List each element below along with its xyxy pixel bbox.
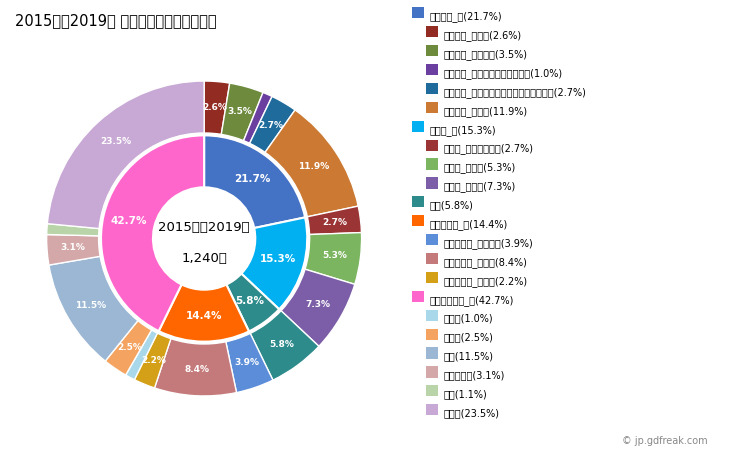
Text: 11.9%: 11.9% [298,162,330,171]
Text: 23.5%: 23.5% [100,137,131,146]
Wedge shape [204,135,305,228]
Text: 1,240人: 1,240人 [182,252,227,266]
Text: 42.7%: 42.7% [111,216,147,226]
Text: 悪性腫瘍_気管がん・気管支がん・肺がん(2.7%): 悪性腫瘍_気管がん・気管支がん・肺がん(2.7%) [444,87,587,98]
Text: 2015年～2019年 白石市の女性の死因構成: 2015年～2019年 白石市の女性の死因構成 [15,14,217,28]
Text: その他の死因_計(42.7%): その他の死因_計(42.7%) [429,295,514,306]
Text: © jp.gdfreak.com: © jp.gdfreak.com [622,436,707,446]
Text: 悪性腫瘍_その他(11.9%): 悪性腫瘍_その他(11.9%) [444,106,528,117]
Text: 2.7%: 2.7% [322,218,347,227]
Wedge shape [159,284,249,342]
Text: 2015年～2019年: 2015年～2019年 [158,221,250,234]
Wedge shape [47,224,99,236]
Text: 肺炎(5.8%): 肺炎(5.8%) [429,200,473,210]
Wedge shape [243,92,272,143]
Text: 心疾患_計(15.3%): 心疾患_計(15.3%) [429,125,496,135]
Text: 悪性腫瘍_計(21.7%): 悪性腫瘍_計(21.7%) [429,11,502,22]
Wedge shape [155,339,236,396]
Wedge shape [308,206,362,234]
Wedge shape [47,81,204,229]
Wedge shape [101,135,204,331]
Wedge shape [125,330,157,380]
Text: 脳血管疾患_脳梗塞(8.4%): 脳血管疾患_脳梗塞(8.4%) [444,257,528,268]
Text: 3.9%: 3.9% [234,358,260,367]
Wedge shape [105,321,152,375]
Text: 3.1%: 3.1% [61,243,85,252]
Wedge shape [222,83,263,141]
Text: 8.4%: 8.4% [184,365,209,374]
Wedge shape [227,274,279,331]
Text: 悪性腫瘍_胃がん(2.6%): 悪性腫瘍_胃がん(2.6%) [444,30,522,41]
Text: 心疾患_心不全(5.3%): 心疾患_心不全(5.3%) [444,162,516,173]
Text: 脳血管疾患_計(14.4%): 脳血管疾患_計(14.4%) [429,219,507,230]
Text: 14.4%: 14.4% [186,310,222,321]
Text: 脳血管疾患_その他(2.2%): 脳血管疾患_その他(2.2%) [444,276,528,287]
Wedge shape [226,333,273,392]
Text: 11.5%: 11.5% [75,301,106,310]
Text: 悪性腫瘍_大腸がん(3.5%): 悪性腫瘍_大腸がん(3.5%) [444,49,528,60]
Text: 肝疾患(1.0%): 肝疾患(1.0%) [444,314,494,324]
Text: 7.3%: 7.3% [305,300,330,309]
Text: 自殺(1.1%): 自殺(1.1%) [444,389,488,399]
Text: 15.3%: 15.3% [260,254,297,265]
Text: 2.5%: 2.5% [117,342,142,351]
Text: 5.8%: 5.8% [235,296,264,306]
Text: 悪性腫瘍_肝がん・肝内胆管がん(1.0%): 悪性腫瘍_肝がん・肝内胆管がん(1.0%) [444,68,563,79]
Wedge shape [281,269,355,346]
Wedge shape [49,256,138,361]
Text: 不慮の事故(3.1%): 不慮の事故(3.1%) [444,370,505,380]
Text: 腎不全(2.5%): 腎不全(2.5%) [444,333,494,342]
Text: 5.8%: 5.8% [270,340,295,349]
Text: 2.2%: 2.2% [141,356,167,364]
Wedge shape [249,96,295,153]
Text: 心疾患_急性心筋梗塞(2.7%): 心疾患_急性心筋梗塞(2.7%) [444,144,534,154]
Wedge shape [305,233,362,284]
Text: その他(23.5%): その他(23.5%) [444,408,500,418]
Text: 2.7%: 2.7% [258,121,283,130]
Text: 脳血管疾患_脳内出血(3.9%): 脳血管疾患_脳内出血(3.9%) [444,238,534,249]
Wedge shape [265,110,358,217]
Text: 2.6%: 2.6% [203,103,227,112]
Wedge shape [250,310,319,380]
Text: 5.3%: 5.3% [322,251,347,260]
Text: 心疾患_その他(7.3%): 心疾患_その他(7.3%) [444,181,516,192]
Wedge shape [204,81,230,135]
Wedge shape [47,234,100,265]
Wedge shape [134,333,171,388]
Text: 老衰(11.5%): 老衰(11.5%) [444,351,494,361]
Text: 3.5%: 3.5% [227,108,252,117]
Wedge shape [241,217,307,309]
Text: 21.7%: 21.7% [235,174,271,184]
